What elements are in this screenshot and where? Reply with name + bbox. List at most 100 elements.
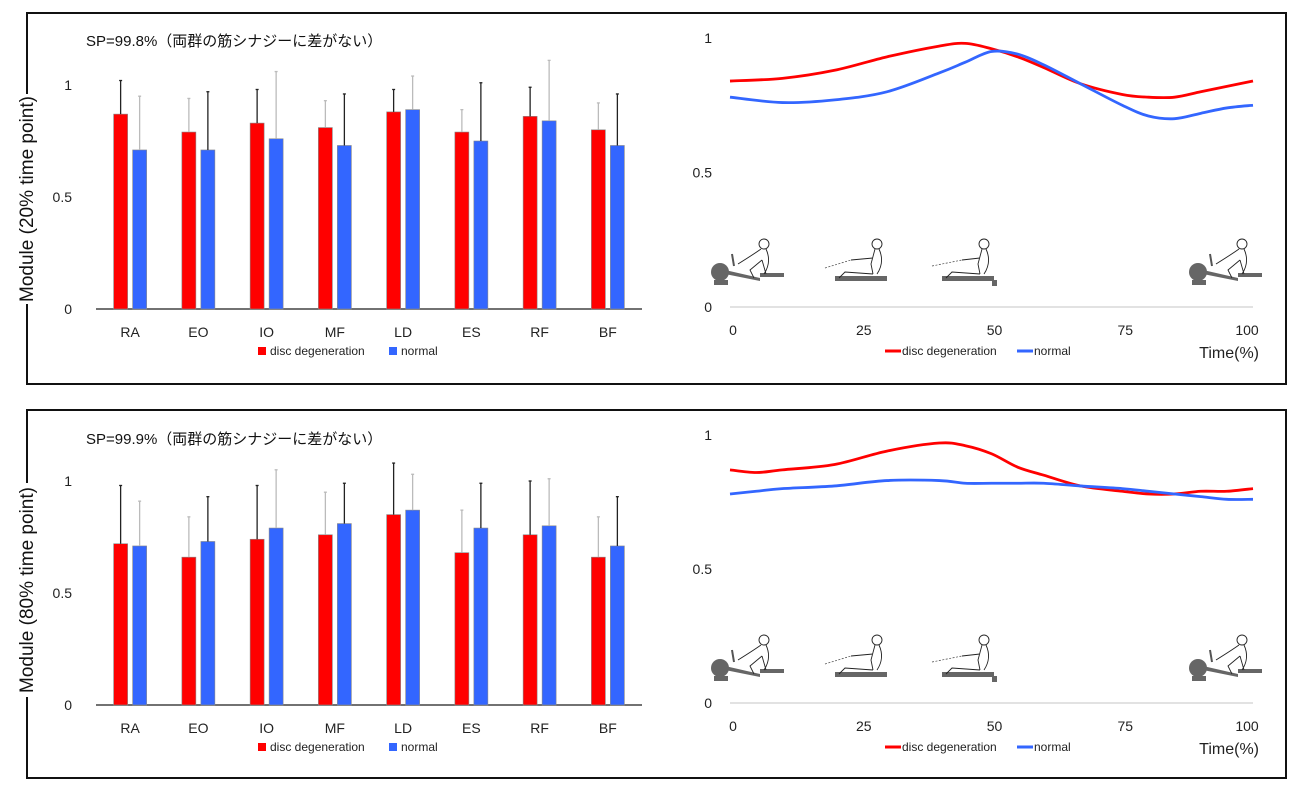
rail-icon (942, 672, 994, 677)
rower-base-icon (1192, 676, 1206, 681)
legend-swatch-normal (389, 347, 397, 355)
y-tick-label: 0.5 (53, 189, 73, 205)
rower-base-icon (714, 280, 728, 285)
y-tick-label: 0.5 (693, 165, 713, 181)
y-axis-label-wrap: Module (80% time point) (14, 483, 42, 697)
rail-foot-icon (992, 280, 997, 286)
legend-label: disc degeneration (270, 740, 365, 754)
flywheel-icon (711, 263, 729, 281)
legend-label: normal (401, 740, 438, 754)
seat-rail-icon (1238, 669, 1262, 673)
rail-icon (835, 672, 887, 677)
bar-normal (268, 527, 284, 706)
panel-80-percent: SP=99.9%（両群の筋シナジーに差がない） Module (80% time… (14, 409, 1287, 779)
bar-disc-degeneration (386, 514, 401, 706)
bar-disc-degeneration (181, 556, 197, 706)
head (758, 238, 770, 250)
head (1236, 238, 1248, 250)
rail-icon (835, 276, 887, 281)
x-tick-label: BF (599, 324, 617, 340)
x-tick-label: BF (599, 720, 617, 736)
bar-disc-degeneration (181, 131, 197, 310)
rail-icon (942, 276, 994, 281)
line-normal (729, 49, 1254, 121)
sp-title: SP=99.9%（両群の筋シナジーに差がない） (86, 431, 383, 448)
sp-title: SP=99.8%（両群の筋シナジーに差がない） (86, 33, 383, 50)
cable (824, 655, 852, 665)
y-tick-label: 1 (704, 427, 712, 443)
rowing-phase-icon (931, 238, 997, 286)
handle-post (1209, 253, 1213, 267)
line-disc-degeneration (729, 41, 1254, 100)
body (1215, 248, 1247, 279)
bar-disc-degeneration (591, 556, 606, 706)
flywheel-icon (1189, 659, 1207, 677)
bar-disc-degeneration (591, 129, 606, 310)
rowing-phase-icon (824, 238, 887, 281)
bar-normal (610, 145, 625, 310)
bar-normal (200, 149, 216, 310)
y-tick-label: 0 (704, 299, 712, 315)
x-tick-label: EO (188, 720, 208, 736)
bar-normal (337, 523, 352, 706)
x-axis-title: Time(%) (1199, 345, 1259, 362)
legend-swatch-disc-degeneration (258, 743, 266, 751)
bar-disc-degeneration (113, 543, 128, 706)
legend-label: disc degeneration (902, 740, 997, 754)
x-tick-label: RF (530, 324, 549, 340)
x-tick-label: 25 (856, 322, 872, 338)
legend-label: disc degeneration (902, 344, 997, 358)
x-tick-label: 25 (856, 718, 872, 734)
seat-rail-icon (760, 669, 784, 673)
bar-normal (405, 509, 420, 706)
body (838, 644, 882, 675)
flywheel-icon (711, 659, 729, 677)
bar-normal (132, 545, 147, 706)
bar-normal (541, 525, 557, 706)
bar-normal (610, 545, 625, 706)
legend-label: normal (1034, 740, 1071, 754)
bar-disc-degeneration (113, 113, 128, 310)
rowing-phase-icon (1189, 238, 1262, 285)
bar-disc-degeneration (522, 534, 538, 706)
rowing-phase-icon (1189, 634, 1262, 681)
head (978, 238, 990, 250)
rower-base-icon (714, 676, 728, 681)
bar-disc-degeneration (318, 534, 333, 706)
x-tick-label: RF (530, 720, 549, 736)
rower-base-icon (1192, 280, 1206, 285)
handle-post (731, 649, 735, 663)
x-tick-label: EO (188, 324, 208, 340)
legend-label: normal (401, 344, 438, 358)
y-tick-label: 1 (704, 30, 712, 46)
x-tick-label: 0 (729, 322, 737, 338)
line-disc-degeneration (729, 441, 1254, 496)
x-tick-label: MF (325, 720, 345, 736)
legend-label: normal (1034, 344, 1071, 358)
bar-normal (268, 138, 284, 310)
y-tick-label: 1 (64, 77, 72, 93)
y-tick-label: 0.5 (693, 561, 713, 577)
head (1236, 634, 1248, 646)
x-tick-label: RA (120, 324, 140, 340)
x-tick-label: 100 (1235, 322, 1259, 338)
x-tick-label: ES (462, 324, 481, 340)
bar-disc-degeneration (454, 131, 470, 310)
rail-icon (1203, 666, 1238, 677)
rowing-phase-icon (711, 634, 784, 681)
x-tick-label: 0 (729, 718, 737, 734)
flywheel-icon (1189, 263, 1207, 281)
seat-rail-icon (760, 273, 784, 277)
y-tick-label: 0 (64, 301, 72, 317)
y-tick-label: 0.5 (53, 585, 73, 601)
x-tick-label: 75 (1117, 718, 1133, 734)
panel-20-percent: SP=99.8%（両群の筋シナジーに差がない） Module (20% time… (14, 12, 1287, 385)
bar-disc-degeneration (249, 122, 265, 310)
y-axis-label-wrap: Module (20% time point) (14, 94, 42, 304)
x-tick-label: MF (325, 324, 345, 340)
bar-normal (337, 145, 352, 310)
legend-swatch-normal (389, 743, 397, 751)
y-tick-label: 1 (64, 473, 72, 489)
bar-normal (405, 109, 420, 310)
x-tick-label: ES (462, 720, 481, 736)
